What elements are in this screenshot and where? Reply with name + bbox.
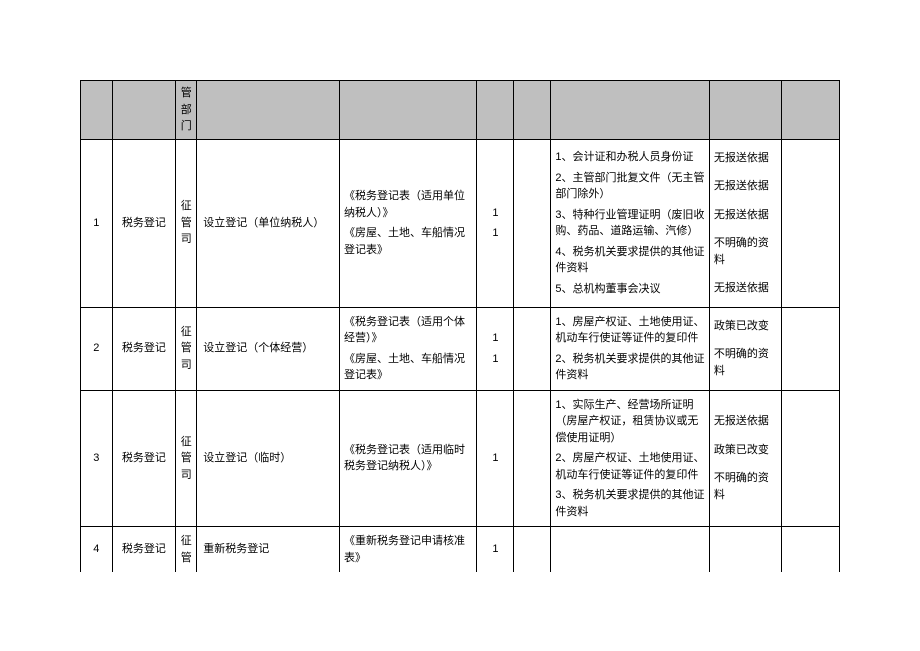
- cell-docs: 《重新税务登记申请核准表》: [339, 527, 476, 573]
- cell-category: 税务登记: [112, 390, 175, 527]
- table-row: 3税务登记征管司设立登记（临时）《税务登记表（适用临时税务登记纳税人）》1 1、实…: [81, 390, 840, 527]
- cell-materials: 1、房屋产权证、土地使用证、机动车行使证等证件的复印件2、税务机关要求提供的其他…: [551, 307, 710, 390]
- hdr-dept: 管部门: [176, 81, 197, 140]
- cell-empty: [514, 527, 551, 573]
- cell-category: 税务登记: [112, 139, 175, 307]
- cell-index: 4: [81, 527, 113, 573]
- cell-count: 1: [477, 527, 514, 573]
- cell-blank: [781, 307, 839, 390]
- cell-count: 11: [477, 307, 514, 390]
- cell-count: 11: [477, 139, 514, 307]
- cell-empty: [514, 139, 551, 307]
- cell-empty: [514, 307, 551, 390]
- cell-category: 税务登记: [112, 527, 175, 573]
- document-page: 管部门 1税务登记征管司设立登记（单位纳税人）《税务登记表（适用单位纳税人）》《…: [0, 0, 920, 651]
- hdr-cat: [112, 81, 175, 140]
- cell-result: [709, 527, 781, 573]
- cell-dept: 征管司: [176, 390, 197, 527]
- header-row: 管部门: [81, 81, 840, 140]
- cell-docs: 《税务登记表（适用个体经营）》《房屋、土地、车船情况登记表》: [339, 307, 476, 390]
- cell-index: 1: [81, 139, 113, 307]
- cell-result: 无报送依据无报送依据无报送依据不明确的资料无报送依据: [709, 139, 781, 307]
- cell-empty: [514, 390, 551, 527]
- table-row: 1税务登记征管司设立登记（单位纳税人）《税务登记表（适用单位纳税人）》《房屋、土…: [81, 139, 840, 307]
- cell-dept: 征管司: [176, 307, 197, 390]
- cell-name: 重新税务登记: [197, 527, 340, 573]
- cell-count: 1: [477, 390, 514, 527]
- cell-materials: 1、会计证和办税人员身份证2、主管部门批复文件（无主管部门除外）3、特种行业管理…: [551, 139, 710, 307]
- table-row: 4税务登记征管重新税务登记《重新税务登记申请核准表》1: [81, 527, 840, 573]
- cell-result: 政策已改变不明确的资料: [709, 307, 781, 390]
- cell-index: 3: [81, 390, 113, 527]
- cell-docs: 《税务登记表（适用单位纳税人）》《房屋、土地、车船情况登记表》: [339, 139, 476, 307]
- hdr-n2: [514, 81, 551, 140]
- cell-materials: 1、实际生产、经营场所证明（房屋产权证，租赁协议或无偿使用证明）2、房屋产权证、…: [551, 390, 710, 527]
- cell-result: 无报送依据政策已改变不明确的资料: [709, 390, 781, 527]
- cell-docs: 《税务登记表（适用临时税务登记纳税人）》: [339, 390, 476, 527]
- hdr-last: [781, 81, 839, 140]
- cell-blank: [781, 390, 839, 527]
- cell-category: 税务登记: [112, 307, 175, 390]
- hdr-n1: [477, 81, 514, 140]
- cell-dept: 征管司: [176, 139, 197, 307]
- table-row: 2税务登记征管司设立登记（个体经营）《税务登记表（适用个体经营）》《房屋、土地、…: [81, 307, 840, 390]
- hdr-mat: [551, 81, 710, 140]
- cell-blank: [781, 139, 839, 307]
- hdr-res: [709, 81, 781, 140]
- cell-name: 设立登记（个体经营）: [197, 307, 340, 390]
- cell-name: 设立登记（单位纳税人）: [197, 139, 340, 307]
- cell-name: 设立登记（临时）: [197, 390, 340, 527]
- hdr-idx: [81, 81, 113, 140]
- hdr-doc: [339, 81, 476, 140]
- main-table: 管部门 1税务登记征管司设立登记（单位纳税人）《税务登记表（适用单位纳税人）》《…: [80, 80, 840, 572]
- cell-index: 2: [81, 307, 113, 390]
- cell-dept: 征管: [176, 527, 197, 573]
- hdr-name: [197, 81, 340, 140]
- cell-blank: [781, 527, 839, 573]
- cell-materials: [551, 527, 710, 573]
